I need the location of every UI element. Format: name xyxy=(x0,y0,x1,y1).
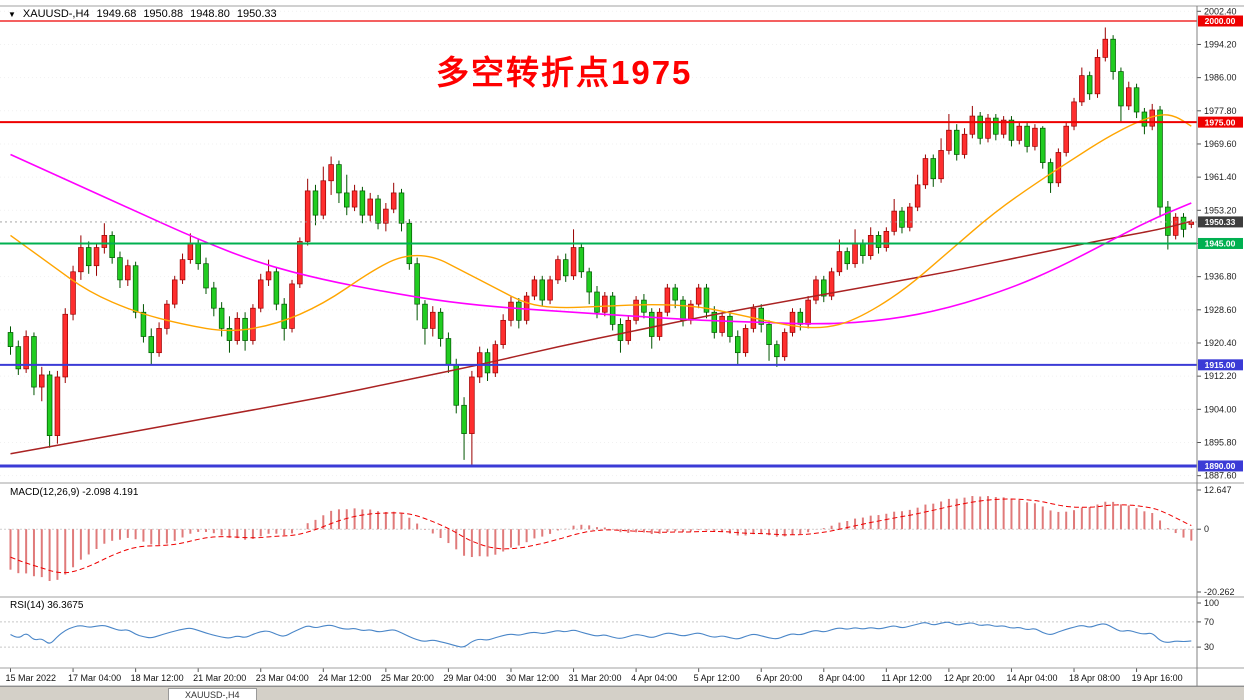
svg-text:1961.40: 1961.40 xyxy=(1204,172,1237,182)
svg-text:1904.00: 1904.00 xyxy=(1204,404,1237,414)
low-value: 1948.80 xyxy=(190,8,230,20)
svg-text:1945.00: 1945.00 xyxy=(1205,239,1236,249)
hline-1945.00[interactable]: 1945.00 xyxy=(0,237,1243,249)
svg-text:21 Mar 20:00: 21 Mar 20:00 xyxy=(193,673,246,683)
svg-text:1975.00: 1975.00 xyxy=(1205,117,1236,127)
svg-text:1986.00: 1986.00 xyxy=(1204,73,1237,83)
chart-expander-icon[interactable]: ▼ xyxy=(8,9,16,19)
symbol-ohlc-readout: ▼ XAUUSD-,H4 1949.68 1950.88 1948.80 195… xyxy=(8,8,277,20)
hline-1915.00[interactable]: 1915.00 xyxy=(0,359,1243,371)
candlesticks xyxy=(7,27,1195,466)
svg-text:18 Apr 08:00: 18 Apr 08:00 xyxy=(1069,673,1120,683)
svg-text:1895.80: 1895.80 xyxy=(1204,437,1237,447)
rsi-indicator-label: RSI(14) 36.3675 xyxy=(10,600,84,611)
svg-text:1928.60: 1928.60 xyxy=(1204,305,1237,315)
open-value: 1949.68 xyxy=(96,8,137,20)
ma-line-mid-magenta xyxy=(10,153,1192,325)
svg-text:1950.33: 1950.33 xyxy=(1205,217,1236,227)
chart-tab[interactable]: XAUUSD-,H4 xyxy=(168,688,257,700)
macd-histogram xyxy=(0,496,1197,581)
svg-text:11 Apr 12:00: 11 Apr 12:00 xyxy=(881,673,931,683)
high-value: 1950.88 xyxy=(143,8,184,20)
svg-text:1953.20: 1953.20 xyxy=(1204,205,1237,215)
svg-text:25 Mar 20:00: 25 Mar 20:00 xyxy=(381,673,434,683)
svg-text:12 Apr 20:00: 12 Apr 20:00 xyxy=(944,673,995,683)
svg-text:1890.00: 1890.00 xyxy=(1205,461,1236,471)
rsi-axis: 100 70 30 xyxy=(1197,598,1219,652)
rsi-levels xyxy=(0,621,1197,648)
svg-text:1887.60: 1887.60 xyxy=(1204,471,1237,481)
svg-text:1920.40: 1920.40 xyxy=(1204,338,1237,348)
macd-axis: 12.647 0 -20.262 xyxy=(1197,485,1235,597)
svg-text:8 Apr 04:00: 8 Apr 04:00 xyxy=(819,673,865,683)
svg-text:14 Apr 04:00: 14 Apr 04:00 xyxy=(1006,673,1057,683)
svg-text:29 Mar 04:00: 29 Mar 04:00 xyxy=(443,673,496,683)
svg-text:70: 70 xyxy=(1204,617,1214,627)
svg-text:2000.00: 2000.00 xyxy=(1205,16,1236,26)
svg-text:30: 30 xyxy=(1204,642,1214,652)
svg-text:15 Mar 2022: 15 Mar 2022 xyxy=(6,673,57,683)
svg-text:6 Apr 20:00: 6 Apr 20:00 xyxy=(756,673,802,683)
symbol-label: XAUUSD-,H4 xyxy=(22,8,90,20)
close-value: 1950.33 xyxy=(236,8,277,20)
pane-borders xyxy=(0,5,1244,687)
svg-text:1969.60: 1969.60 xyxy=(1204,139,1237,149)
svg-text:2002.40: 2002.40 xyxy=(1204,6,1237,16)
svg-text:23 Mar 04:00: 23 Mar 04:00 xyxy=(256,673,309,683)
rsi-line xyxy=(10,621,1192,648)
bottom-tab-bar: XAUUSD-,H4 xyxy=(0,686,1244,700)
svg-text:1936.80: 1936.80 xyxy=(1204,272,1237,282)
svg-text:100: 100 xyxy=(1204,598,1219,608)
svg-text:1915.00: 1915.00 xyxy=(1205,360,1236,370)
ma-line-slow-darkred xyxy=(10,220,1192,455)
hline-1975.00[interactable]: 1975.00 xyxy=(0,116,1243,128)
price-axis: 2002.40 1994.20 1986.00 1977.80 1969.60 1961.… xyxy=(0,6,1237,481)
svg-text:-20.262: -20.262 xyxy=(1204,587,1235,597)
svg-text:31 Mar 20:00: 31 Mar 20:00 xyxy=(569,673,622,683)
macd-indicator-label: MACD(12,26,9) -2.098 4.191 xyxy=(10,487,139,498)
svg-text:1912.20: 1912.20 xyxy=(1204,371,1237,381)
svg-text:0: 0 xyxy=(1204,524,1209,534)
svg-text:17 Mar 04:00: 17 Mar 04:00 xyxy=(68,673,121,683)
svg-text:19 Apr 16:00: 19 Apr 16:00 xyxy=(1132,673,1183,683)
svg-text:18 Mar 12:00: 18 Mar 12:00 xyxy=(131,673,184,683)
time-axis: 15 Mar 2022 17 Mar 04:00 18 Mar 12:00 21 Ma… xyxy=(6,668,1183,683)
current-price-marker: 1950.33 xyxy=(0,216,1243,228)
svg-text:1994.20: 1994.20 xyxy=(1204,39,1237,49)
hline-2000.00[interactable]: 2000.00 xyxy=(0,15,1243,27)
chart-annotation: 多空转折点1975 xyxy=(436,54,693,91)
svg-text:4 Apr 04:00: 4 Apr 04:00 xyxy=(631,673,677,683)
hline-1890.00[interactable]: 1890.00 xyxy=(0,460,1243,472)
svg-text:1977.80: 1977.80 xyxy=(1204,106,1237,116)
ma-line-fast-orange xyxy=(10,114,1192,332)
svg-text:24 Mar 12:00: 24 Mar 12:00 xyxy=(318,673,371,683)
macd-signal-line xyxy=(10,498,1192,574)
svg-text:12.647: 12.647 xyxy=(1204,485,1232,495)
svg-text:5 Apr 12:00: 5 Apr 12:00 xyxy=(694,673,740,683)
svg-text:30 Mar 12:00: 30 Mar 12:00 xyxy=(506,673,559,683)
